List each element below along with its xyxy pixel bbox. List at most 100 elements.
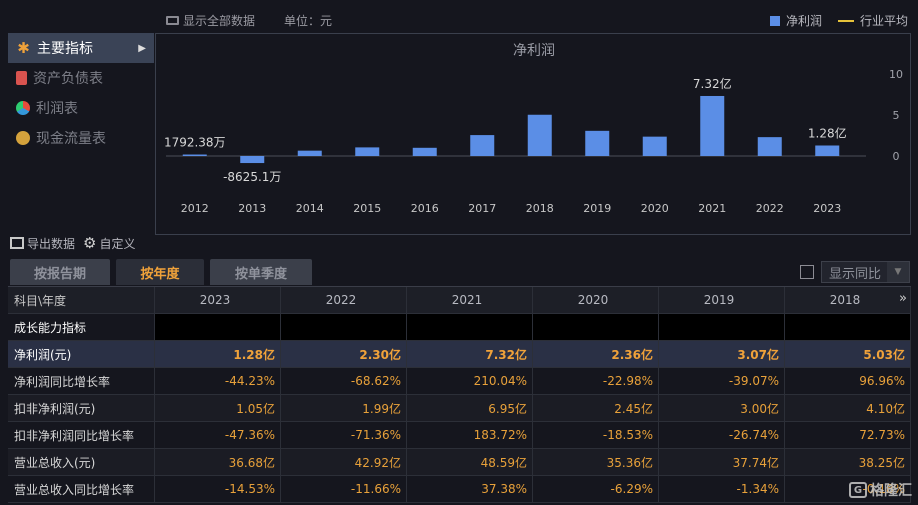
- x-tick-label: 2019: [583, 202, 611, 215]
- tab-by-quarter[interactable]: 按单季度: [210, 259, 312, 285]
- row-value: 35.36亿: [533, 449, 659, 475]
- table-row[interactable]: 净利润同比增长率 -44.23% -68.62% 210.04% -22.98% -39.…: [8, 368, 911, 395]
- header-year[interactable]: 2018: [785, 287, 911, 313]
- data-label: -8625.1万: [223, 170, 281, 184]
- table-header-row: 科目\年度 2023 2022 2021 2020 2019 2018: [8, 287, 911, 314]
- row-value: -18.53%: [533, 422, 659, 448]
- show-all-data-button[interactable]: 显示全部数据: [166, 12, 255, 29]
- header-year[interactable]: 2023: [155, 287, 281, 313]
- table-body: 成长能力指标 净利润(元) 1.28亿 2.30亿 7.32亿 2.36亿 3.07亿 5.0…: [8, 314, 911, 503]
- row-value: 72.73%: [785, 422, 911, 448]
- table-row[interactable]: 成长能力指标: [8, 314, 911, 341]
- bar-2014: [297, 150, 322, 156]
- row-value: -26.74%: [659, 422, 785, 448]
- watermark: G 格隆汇: [849, 480, 912, 500]
- header-label: 科目\年度: [8, 287, 155, 313]
- tab-by-report-period[interactable]: 按报告期: [10, 259, 110, 285]
- row-value: [533, 314, 659, 340]
- row-value: 2.36亿: [533, 341, 659, 367]
- bar-2021: [700, 95, 725, 156]
- row-value: -71.36%: [281, 422, 407, 448]
- x-tick-label: 2020: [641, 202, 669, 215]
- table-row[interactable]: 营业总收入(元) 36.68亿 42.92亿 48.59亿 35.36亿 37.74亿 38…: [8, 449, 911, 476]
- row-value: 4.10亿: [785, 395, 911, 421]
- bar-2020: [642, 136, 667, 156]
- double-chevron-right-icon[interactable]: »: [899, 291, 907, 306]
- row-value: 3.00亿: [659, 395, 785, 421]
- row-value: [407, 314, 533, 340]
- legend-industry-avg-swatch: [837, 19, 854, 22]
- sidebar-item-label: 现金流量表: [36, 131, 106, 147]
- row-value: 2.45亿: [533, 395, 659, 421]
- row-value: 7.32亿: [407, 341, 533, 367]
- row-value: 38.25亿: [785, 449, 911, 475]
- header-year[interactable]: 2021: [407, 287, 533, 313]
- x-tick-label: 2017: [468, 202, 496, 215]
- row-value: [785, 314, 911, 340]
- customize-button[interactable]: ⚙ 自定义: [83, 234, 135, 252]
- bar-2012: [182, 154, 207, 156]
- x-tick-label: 2015: [353, 202, 381, 215]
- bar-2013: [240, 156, 265, 164]
- sidebar-item-label: 主要指标: [37, 41, 93, 57]
- row-value: 210.04%: [407, 368, 533, 394]
- x-tick-label: 2021: [698, 202, 726, 215]
- gear-icon: ⚙: [83, 234, 97, 252]
- table-row[interactable]: 扣非净利润(元) 1.05亿 1.99亿 6.95亿 2.45亿 3.00亿 4.10亿: [8, 395, 911, 422]
- row-value: -68.62%: [281, 368, 407, 394]
- row-value: 96.96%: [785, 368, 911, 394]
- export-data-button[interactable]: 导出数据: [10, 235, 75, 252]
- x-tick-label: 2018: [526, 202, 554, 215]
- row-value: 3.07亿: [659, 341, 785, 367]
- row-value: -0.18%: [785, 476, 911, 502]
- row-value: 37.74亿: [659, 449, 785, 475]
- export-icon: [10, 237, 24, 249]
- monitor-icon: [166, 16, 179, 25]
- row-value: 42.92亿: [281, 449, 407, 475]
- sidebar-item-main-indicators[interactable]: ✱ 主要指标 ▶: [8, 33, 154, 63]
- row-label: 成长能力指标: [8, 314, 155, 340]
- x-tick-label: 2012: [181, 202, 209, 215]
- tools-row: 导出数据 ⚙ 自定义: [10, 234, 135, 252]
- y-tick-label: 0: [893, 150, 900, 163]
- chevron-right-icon: ▶: [138, 42, 146, 54]
- row-value: -44.23%: [155, 368, 281, 394]
- top-toolbar: 显示全部数据 单位：元 净利润 行业平均: [0, 8, 918, 32]
- row-label: 扣非净利润同比增长率: [8, 422, 155, 448]
- customize-label: 自定义: [99, 236, 136, 251]
- bar-2016: [412, 147, 437, 156]
- row-value: 1.28亿: [155, 341, 281, 367]
- chevron-down-icon[interactable]: ▼: [887, 262, 909, 282]
- bar-2018: [527, 114, 552, 156]
- row-value: 5.03亿: [785, 341, 911, 367]
- yoy-select[interactable]: 显示同比 ▼: [821, 261, 910, 283]
- header-year[interactable]: 2019: [659, 287, 785, 313]
- logo-icon: G: [849, 482, 867, 498]
- x-tick-label: 2016: [411, 202, 439, 215]
- sidebar: ✱ 主要指标 ▶ 资产负债表 利润表 现金流量表: [8, 33, 154, 153]
- bar-2022: [757, 137, 782, 156]
- period-tabs: 按报告期 按年度 按单季度: [10, 259, 312, 285]
- tab-by-year[interactable]: 按年度: [116, 259, 204, 285]
- row-value: 6.95亿: [407, 395, 533, 421]
- sidebar-item-balance-sheet[interactable]: 资产负债表: [8, 63, 154, 93]
- data-label: 1.28亿: [808, 126, 847, 141]
- yoy-checkbox[interactable]: [800, 265, 814, 279]
- financial-table: 科目\年度 2023 2022 2021 2020 2019 2018 成长能力…: [8, 286, 911, 503]
- row-value: -39.07%: [659, 368, 785, 394]
- y-tick-label: 5: [893, 109, 900, 122]
- sidebar-item-label: 利润表: [36, 101, 78, 117]
- yoy-select-value: 显示同比: [829, 266, 882, 282]
- header-year[interactable]: 2022: [281, 287, 407, 313]
- row-value: -22.98%: [533, 368, 659, 394]
- header-year[interactable]: 2020: [533, 287, 659, 313]
- row-value: -11.66%: [281, 476, 407, 502]
- table-row[interactable]: 净利润(元) 1.28亿 2.30亿 7.32亿 2.36亿 3.07亿 5.03亿: [8, 341, 911, 368]
- table-row[interactable]: 营业总收入同比增长率 -14.53% -11.66% 37.38% -6.29% -1.3…: [8, 476, 911, 503]
- sidebar-item-cash-flow[interactable]: 现金流量表: [8, 123, 154, 153]
- row-value: [659, 314, 785, 340]
- row-value: 183.72%: [407, 422, 533, 448]
- legend-net-profit-swatch: [769, 15, 780, 26]
- sidebar-item-income-statement[interactable]: 利润表: [8, 93, 154, 123]
- table-row[interactable]: 扣非净利润同比增长率 -47.36% -71.36% 183.72% -18.53% -2…: [8, 422, 911, 449]
